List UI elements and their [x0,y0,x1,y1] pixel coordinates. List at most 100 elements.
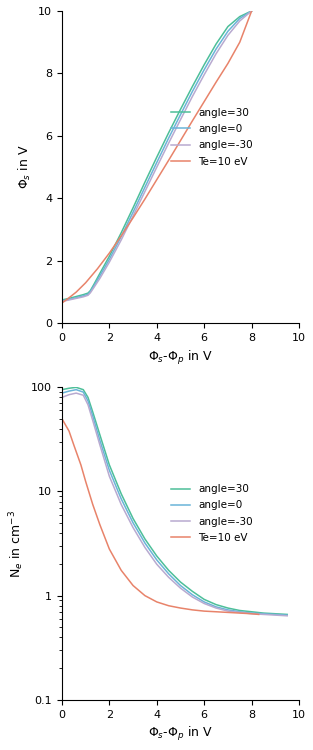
angle=0 [86,290,90,298]
angle=0 [131,208,135,217]
angle=30 [155,153,159,162]
Legend: angle=30, angle=0, angle=-30, Te=10 eV: angle=30, angle=0, angle=-30, Te=10 eV [167,480,257,547]
angle=-30 [98,440,102,449]
angle=-30 [74,294,78,303]
angle=-30 [274,610,277,620]
angle=-30 [67,296,71,304]
angle=0 [107,255,111,264]
Legend: angle=30, angle=0, angle=-30, Te=10 eV: angle=30, angle=0, angle=-30, Te=10 eV [167,104,257,171]
Te=10 eV [202,97,206,106]
Te=10 eV [84,278,88,287]
angle=30 [238,12,242,21]
Te=10 eV [191,605,194,614]
Te=10 eV [191,116,194,125]
angle=0 [143,538,147,548]
angle=-30 [167,573,171,582]
angle=-30 [89,288,92,297]
angle=30 [179,578,182,586]
angle=-30 [179,584,182,592]
angle=30 [60,296,64,304]
angle=0 [81,388,85,397]
angle=30 [91,407,95,416]
angle=0 [262,609,265,618]
Te=10 eV [257,610,261,619]
Line: angle=-30: angle=-30 [62,11,252,302]
Te=10 eV [98,520,102,530]
angle=30 [250,608,254,616]
angle=30 [191,586,194,596]
angle=-30 [238,608,242,617]
Te=10 eV [131,581,135,590]
angle=-30 [238,16,242,26]
angle=-30 [155,163,159,172]
angle=-30 [202,599,206,608]
angle=0 [86,397,90,406]
angle=0 [67,386,71,395]
angle=-30 [167,139,171,148]
angle=-30 [98,274,102,283]
Te=10 eV [238,38,242,46]
angle=30 [226,604,230,613]
angle=0 [89,287,92,296]
angle=30 [202,595,206,604]
angle=30 [179,105,182,114]
Line: angle=30: angle=30 [62,11,252,300]
angle=-30 [179,116,182,124]
angle=0 [155,158,159,167]
angle=-30 [81,391,85,400]
angle=-30 [67,390,71,399]
Te=10 eV [60,298,64,307]
angle=0 [67,295,71,304]
angle=30 [107,460,111,470]
angle=0 [91,412,95,421]
angle=0 [226,605,230,614]
angle=30 [274,609,277,618]
angle=-30 [92,283,96,292]
angle=-30 [131,523,135,532]
angle=0 [250,608,254,617]
Te=10 eV [202,607,206,616]
angle=-30 [91,416,95,425]
angle=-30 [250,609,254,618]
angle=-30 [143,187,147,196]
angle=0 [202,598,206,607]
angle=30 [74,292,78,301]
angle=-30 [143,543,147,552]
angle=-30 [81,292,85,302]
Line: Te=10 eV: Te=10 eV [62,11,252,303]
angle=0 [81,292,85,301]
Line: angle=0: angle=0 [62,11,252,301]
Te=10 eV [155,176,159,184]
Te=10 eV [250,7,254,16]
angle=0 [107,466,111,475]
angle=30 [167,566,171,574]
angle=30 [119,489,123,498]
angle=-30 [86,291,90,300]
angle=0 [191,87,194,96]
angle=0 [285,610,289,620]
angle=0 [143,183,147,192]
angle=-30 [214,604,218,613]
angle=30 [98,269,102,278]
Te=10 eV [84,477,88,486]
Te=10 eV [179,136,182,145]
angle=30 [226,22,230,31]
angle=30 [67,384,71,393]
angle=-30 [226,607,230,616]
Te=10 eV [74,288,78,297]
Te=10 eV [226,608,230,617]
angle=30 [60,386,64,394]
Te=10 eV [143,591,147,600]
Y-axis label: N$_e$ in cm$^{-3}$: N$_e$ in cm$^{-3}$ [7,509,26,578]
Te=10 eV [214,608,218,616]
Y-axis label: $\Phi_s$ in V: $\Phi_s$ in V [17,145,33,190]
Te=10 eV [107,248,111,257]
Te=10 eV [238,608,242,617]
angle=30 [214,600,218,609]
angle=-30 [74,388,78,398]
angle=0 [119,494,123,503]
Te=10 eV [79,460,83,470]
Te=10 eV [67,427,71,436]
Te=10 eV [72,440,76,449]
Te=10 eV [95,264,99,273]
